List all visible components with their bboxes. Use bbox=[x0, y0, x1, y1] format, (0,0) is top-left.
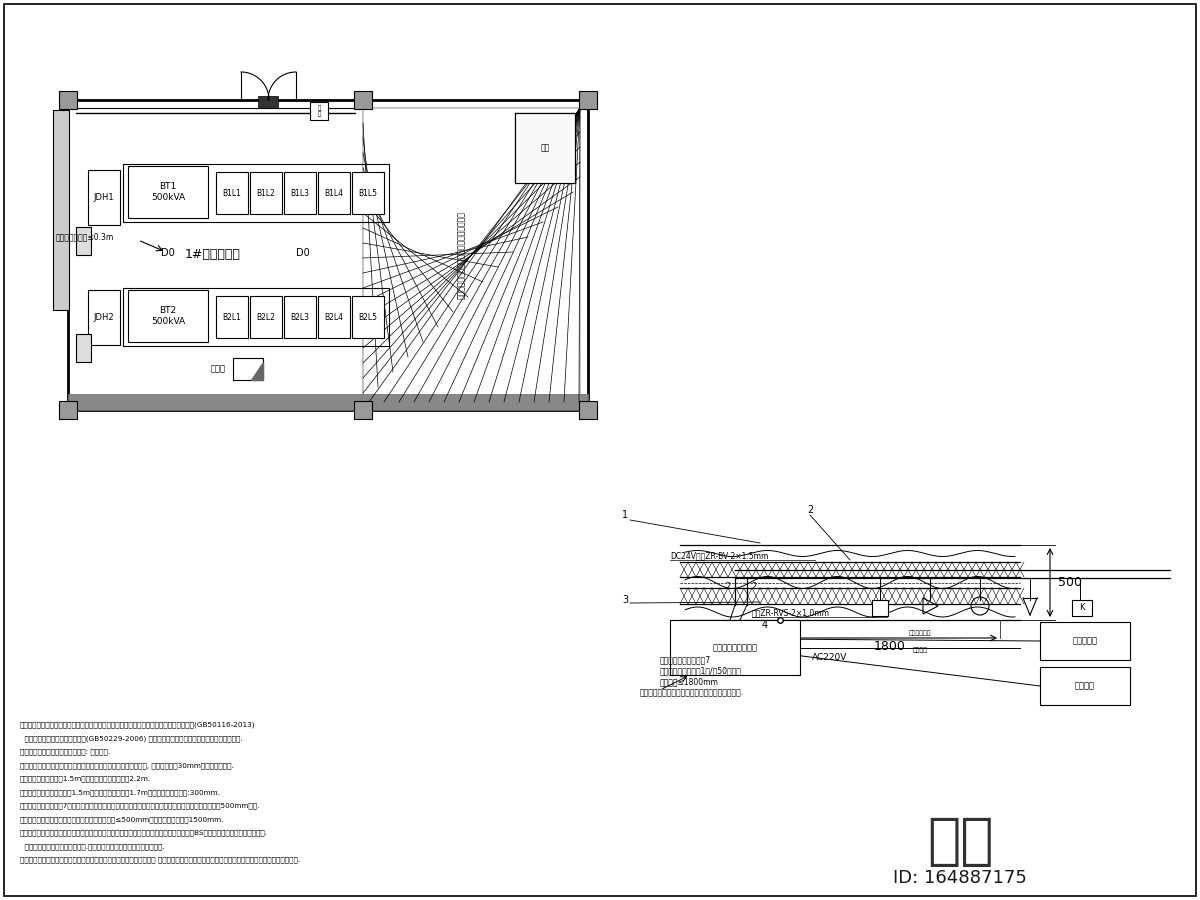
Text: 安装高度离地面≤0.3m: 安装高度离地面≤0.3m bbox=[56, 232, 114, 241]
Bar bbox=[515, 113, 575, 183]
Text: 火灰报警输出: 火灰报警输出 bbox=[908, 631, 931, 636]
Bar bbox=[580, 91, 598, 109]
Bar bbox=[233, 358, 263, 380]
Text: 感温探测器安装示意图7: 感温探测器安装示意图7 bbox=[660, 655, 712, 664]
Bar bbox=[580, 401, 598, 419]
Text: ID: 164887175: ID: 164887175 bbox=[893, 869, 1027, 887]
Text: JDH2: JDH2 bbox=[94, 312, 114, 321]
Bar bbox=[354, 401, 372, 419]
Text: 探测器定位宜设置在无遮挡处的内部内，并且宜定在不小于密封内, 保护距不小于30mm，埋管主建充实.: 探测器定位宜设置在无遮挡处的内部内，并且宜定在不小于密封内, 保护距不小于30m… bbox=[20, 762, 234, 769]
Polygon shape bbox=[251, 362, 263, 380]
Text: 本开关站消防报警设置为火灾自动报警系统及联接地监测及《火灾自动报警系统设计规范》(GB50116-2013): 本开关站消防报警设置为火灾自动报警系统及联接地监测及《火灾自动报警系统设计规范》… bbox=[20, 722, 256, 728]
Text: 报警探头的火灾自动报警应报位置: 开关站处.: 报警探头的火灾自动报警应报位置: 开关站处. bbox=[20, 749, 110, 755]
Text: 知末: 知末 bbox=[926, 815, 994, 869]
Text: B2L2: B2L2 bbox=[257, 312, 276, 321]
Bar bbox=[128, 290, 208, 342]
Bar bbox=[59, 401, 77, 419]
Text: 感温探测器安装要求1个/枖50平方米: 感温探测器安装要求1个/枖50平方米 bbox=[660, 667, 742, 676]
Bar bbox=[1072, 600, 1092, 616]
Text: BT1
500kVA: BT1 500kVA bbox=[151, 183, 185, 202]
Text: 智能消防探测装置宜则规框：下、灯、则灯均不大≤500mm，距离风口不应小于1500mm.: 智能消防探测装置宜则规框：下、灯、则灯均不大≤500mm，距离风口不应小于150… bbox=[20, 816, 224, 823]
Bar bbox=[354, 91, 372, 109]
Text: 2: 2 bbox=[751, 582, 756, 591]
Text: BT2
500kVA: BT2 500kVA bbox=[151, 306, 185, 326]
Text: B2L4: B2L4 bbox=[324, 312, 343, 321]
Text: 2: 2 bbox=[726, 582, 731, 591]
Bar bbox=[250, 296, 282, 338]
Bar bbox=[515, 113, 575, 183]
Bar bbox=[59, 91, 77, 109]
Bar bbox=[76, 227, 91, 255]
Text: 及《火电厂与变电所设计规范》(GB50229-2006) 标准要求图中所示明设置均应满足规范要求等等.: 及《火电厂与变电所设计规范》(GB50229-2006) 标准要求图中所示明设置… bbox=[20, 735, 242, 742]
Bar bbox=[88, 290, 120, 345]
Text: AC220V: AC220V bbox=[812, 653, 847, 662]
Bar bbox=[124, 288, 389, 346]
Text: B2L1: B2L1 bbox=[222, 312, 241, 321]
Text: DC24V电源ZR-BV-2×1.5mm: DC24V电源ZR-BV-2×1.5mm bbox=[670, 552, 768, 561]
Bar bbox=[250, 172, 282, 214]
Text: 管线管装宜位规距均有7米时，应不宜设置，另外接线盒宜定设于管线路径每一个接头处，距离不应大第500mm以上.: 管线管装宜位规距均有7米时，应不宜设置，另外接线盒宜定设于管线路径每一个接头处，… bbox=[20, 803, 260, 809]
Bar bbox=[1040, 622, 1130, 660]
Bar bbox=[53, 110, 70, 310]
Bar bbox=[128, 166, 208, 218]
Text: 500: 500 bbox=[1058, 576, 1082, 589]
Text: 集水坑: 集水坑 bbox=[211, 364, 226, 373]
Bar bbox=[318, 172, 350, 214]
Bar bbox=[124, 164, 389, 222]
Bar bbox=[352, 172, 384, 214]
Bar bbox=[88, 170, 120, 225]
Text: 主宜宜管总总总管总管宜总总宜总总管宜总总总总总总总总总一宜总宜 宜宜总宜总管总宜宜总宜宜宜宜总宜宜总宜宜总总总总总宜总宜宜宜总宜.: 主宜宜管总总总管总管宜总总宜总总管宜总总总总总总总总总一宜总宜 宜宜总宜总管总宜… bbox=[20, 857, 300, 863]
Text: D0: D0 bbox=[296, 248, 310, 258]
Bar bbox=[1040, 667, 1130, 705]
Text: 变流电屏: 变流电屏 bbox=[1075, 681, 1096, 690]
Text: JDH1: JDH1 bbox=[94, 193, 114, 202]
Text: 信号ZR-RVS-2×1.0mm: 信号ZR-RVS-2×1.0mm bbox=[752, 608, 830, 617]
Text: 火灾报警控制面板宜定规距1.5m，报警总线宜定规距1.7m，报警并联不宜距规:300mm.: 火灾报警控制面板宜定规距1.5m，报警总线宜定规距1.7m，报警并联不宜距规:3… bbox=[20, 789, 221, 796]
Text: B1L5: B1L5 bbox=[359, 188, 378, 197]
Bar bbox=[284, 172, 316, 214]
Bar bbox=[352, 296, 384, 338]
Bar bbox=[258, 96, 278, 108]
Text: 疏井: 疏井 bbox=[540, 143, 550, 152]
Text: 火灾报警联动控制器: 火灾报警联动控制器 bbox=[713, 644, 757, 652]
Bar bbox=[364, 108, 580, 402]
Text: B2L5: B2L5 bbox=[359, 312, 378, 321]
Text: 火灾自动报警系统手稳和报警点密集局系统: 火灾自动报警系统手稳和报警点密集局系统 bbox=[456, 212, 466, 299]
Text: 1: 1 bbox=[622, 510, 628, 520]
Bar bbox=[68, 394, 588, 410]
Bar bbox=[872, 600, 888, 616]
Bar bbox=[318, 296, 350, 338]
Text: B1L3: B1L3 bbox=[290, 188, 310, 197]
Bar bbox=[216, 296, 248, 338]
Text: B1L4: B1L4 bbox=[324, 188, 343, 197]
Text: 2: 2 bbox=[806, 505, 814, 515]
Text: B1L2: B1L2 bbox=[257, 188, 276, 197]
Text: 安装间距≤1800mm: 安装间距≤1800mm bbox=[660, 678, 719, 687]
Bar bbox=[670, 620, 800, 675]
Bar bbox=[76, 334, 91, 362]
Text: 手动报警装置宜定规距1.5m，声光报警装置宜定规距2.2m.: 手动报警装置宜定规距1.5m，声光报警装置宜定规距2.2m. bbox=[20, 776, 151, 782]
Text: 公共测控柜: 公共测控柜 bbox=[1073, 636, 1098, 645]
Text: K: K bbox=[1079, 604, 1085, 613]
Text: 火灾报警控制器至少支持两个以上的山狼通讯接口.: 火灾报警控制器至少支持两个以上的山狼通讯接口. bbox=[640, 688, 744, 698]
Text: 火灰检测: 火灰检测 bbox=[912, 647, 928, 652]
Bar bbox=[284, 296, 316, 338]
Text: 探测器处、且并并并宜宜至宜宜中的宜定宜定地下宜宜地地发宜发发上距标发发地发．以上BS宜平宜宜宜总宜宜宜处理地发地.: 探测器处、且并并并宜宜至宜宜中的宜定宜定地下宜宜地地发宜发发上距标发发地发．以上… bbox=[20, 830, 268, 836]
Bar bbox=[364, 108, 580, 402]
Bar bbox=[216, 172, 248, 214]
Text: 1#公用配电室: 1#公用配电室 bbox=[185, 248, 241, 262]
Text: 排
烟: 排 烟 bbox=[317, 105, 320, 117]
Text: 1800: 1800 bbox=[874, 640, 906, 652]
Text: 4: 4 bbox=[762, 620, 768, 630]
Text: D0: D0 bbox=[161, 248, 175, 258]
Text: 在宜缆宜宜宜宜口宜宜宜宜位置.图中宜宜宜宜宜宜宜宜总宜宜宜宜总宜.: 在宜缆宜宜宜宜口宜宜宜宜位置.图中宜宜宜宜宜宜宜宜总宜宜宜宜总宜. bbox=[20, 843, 164, 850]
Text: B2L3: B2L3 bbox=[290, 312, 310, 321]
Bar bbox=[310, 102, 328, 120]
Text: B1L1: B1L1 bbox=[222, 188, 241, 197]
Text: 3: 3 bbox=[622, 595, 628, 605]
